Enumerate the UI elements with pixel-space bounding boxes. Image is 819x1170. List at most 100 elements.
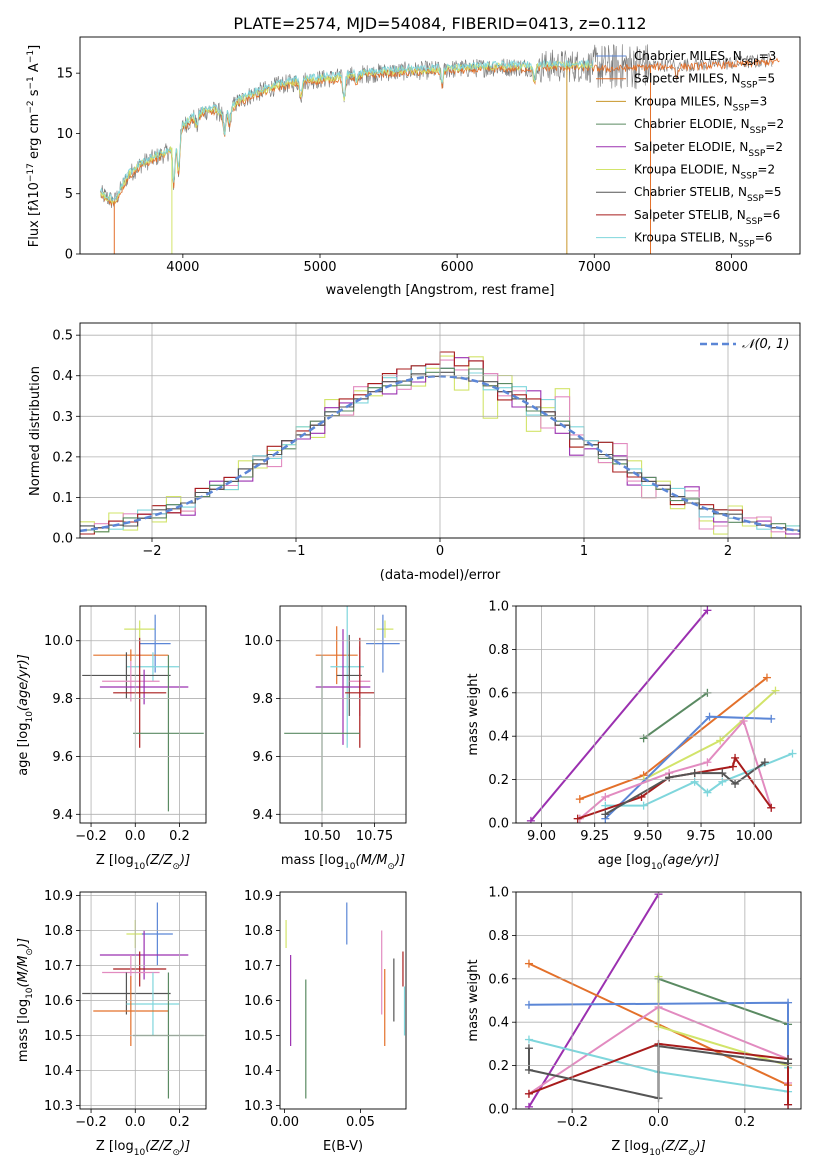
- plot-area: [100, 44, 780, 254]
- x-tick-label: 10.50: [303, 829, 340, 844]
- y-tick-label: 10.3: [44, 1099, 73, 1114]
- y-axis-label: Flux [fλ10−17 erg cm−2 s−1 A−1]: [26, 45, 42, 247]
- plot-area: [284, 606, 400, 812]
- y-tick-label: 1.0: [488, 886, 509, 901]
- x-tick-label: 0: [436, 544, 444, 559]
- x-tick-label: −0.2: [556, 1115, 588, 1130]
- y-tick-label: 15: [56, 67, 73, 82]
- axes-frame: [279, 891, 407, 1110]
- x-tick-label: 0.0: [648, 1115, 669, 1130]
- y-axis-label: Normed distribution: [28, 366, 43, 496]
- x-tick-label: −0.2: [75, 829, 107, 844]
- y-tick-label: 1.0: [488, 600, 509, 615]
- weight-line-pink: [579, 719, 773, 820]
- y-tick-label: 0.2: [52, 450, 73, 465]
- x-tick-label: 9.00: [527, 829, 556, 844]
- weight-line-chabrier_elodie: [643, 691, 708, 740]
- y-tick-label: 10.7: [44, 959, 73, 974]
- axes-frame: [515, 605, 802, 824]
- y-tick-label: 0.6: [488, 686, 509, 701]
- legend-label-salpeter_stelib: Salpeter STELIB, NSSP=6: [634, 208, 780, 227]
- y-tick-label: 0.0: [488, 1103, 509, 1118]
- plot-area: [82, 902, 204, 1099]
- x-tick-label: −2: [142, 544, 161, 559]
- y-tick-label: 0: [65, 248, 73, 263]
- x-tick-label: 9.50: [633, 829, 662, 844]
- axes-frame: [515, 891, 802, 1110]
- y-tick-label: 0.0: [52, 532, 73, 547]
- x-tick-label: 1: [580, 544, 588, 559]
- x-tick-label: 0.2: [735, 1115, 756, 1130]
- spectrum-legend: Chabrier MILES, NSSP=3 Salpeter MILES, NS…: [596, 49, 784, 250]
- x-axis-label: mass [log10(M/M⊙)]: [281, 853, 405, 872]
- x-tick-label: 0.05: [346, 1115, 375, 1130]
- y-tick-label: 0.1: [52, 491, 73, 506]
- weight_vs_age-panel: 9.00 9.25 9.50 9.75 10.00 0.0 0.2 0.4 0.6 0.8 1.0 m…: [466, 600, 802, 872]
- y-axis-label: mass weight: [466, 959, 481, 1041]
- y-tick-label: 10.0: [244, 634, 273, 649]
- x-tick-label: 10.75: [356, 829, 393, 844]
- y-tick-label: 0.4: [52, 369, 73, 384]
- y-tick-label: 9.8: [252, 692, 273, 707]
- y-tick-label: 9.4: [252, 808, 273, 823]
- legend-label-kroupa_elodie: Kroupa ELODIE, NSSP=2: [634, 163, 775, 182]
- y-tick-label: 10.7: [244, 959, 273, 974]
- figure-title: PLATE=2574, MJD=54084, FIBERID=0413, z=0…: [233, 14, 646, 33]
- x-tick-label: 0.2: [169, 1115, 190, 1130]
- x-tick-label: 2: [724, 544, 732, 559]
- x-tick-label: 0.0: [125, 829, 146, 844]
- legend-label-kroupa_stelib: Kroupa STELIB, NSSP=6: [634, 231, 772, 250]
- y-tick-label: 5: [65, 187, 73, 202]
- x-tick-label: 6000: [441, 260, 474, 275]
- x-tick-label: −0.2: [75, 1115, 107, 1130]
- y-tick-label: 0.2: [488, 773, 509, 788]
- x-tick-label: 9.25: [580, 829, 609, 844]
- legend-label-chabrier_miles: Chabrier MILES, NSSP=3: [634, 49, 776, 68]
- y-tick-label: 10.9: [44, 889, 73, 904]
- weight-line-salpeter_stelib: [528, 1042, 789, 1105]
- age_vs_mass-panel: 10.50 10.75 9.4 9.6 9.8 10.0 mass [log10(M/M⊙)…: [244, 605, 407, 872]
- y-tick-label: 0.4: [488, 730, 509, 745]
- y-tick-label: 10.9: [244, 889, 273, 904]
- y-tick-label: 10.6: [244, 994, 273, 1009]
- weight-line-chabrier_elodie: [658, 977, 789, 1026]
- axes-frame: [79, 322, 801, 539]
- mass_vs_Z-panel: −0.2 0.0 0.2 10.3 10.4 10.5 10.6 10.7 10.8 10.9 Z …: [16, 889, 207, 1158]
- model-line-kroupa_stelib: [100, 58, 594, 201]
- y-axis-label: mass [log10(M/M⊙)]: [16, 938, 35, 1062]
- x-tick-label: 0.2: [169, 829, 190, 844]
- y-tick-label: 10.6: [44, 994, 73, 1009]
- y-tick-label: 9.4: [52, 808, 73, 823]
- x-tick-label: 0.0: [125, 1115, 146, 1130]
- y-tick-label: 10.5: [244, 1029, 273, 1044]
- legend-label-chabrier_elodie: Chabrier ELODIE, NSSP=2: [634, 117, 784, 136]
- x-tick-label: 9.75: [687, 829, 716, 844]
- weight_vs_Z-panel: −0.2 0.0 0.2 0.0 0.2 0.4 0.6 0.8 1.0 mass weight Z…: [466, 886, 802, 1158]
- x-tick-label: 10.00: [736, 829, 773, 844]
- x-axis-label: wavelength [Angstrom, rest frame]: [326, 283, 555, 298]
- spectrum-panel: 4000 5000 6000 7000 8000 0 5 10 15 wavelength [An…: [26, 36, 801, 298]
- legend-label-chabrier_stelib: Chabrier STELIB, NSSP=5: [634, 185, 782, 204]
- y-tick-label: 9.6: [252, 750, 273, 765]
- y-tick-label: 0.4: [488, 1016, 509, 1031]
- y-tick-label: 10.4: [244, 1064, 273, 1079]
- y-axis-label: age [log10(age/yr)]: [16, 654, 35, 776]
- y-tick-label: 10.4: [44, 1064, 73, 1079]
- x-tick-label: −1: [286, 544, 305, 559]
- y-tick-label: 0.0: [488, 817, 509, 832]
- weight-line-chabrier_stelib: [604, 761, 766, 816]
- plot-area: [285, 902, 406, 1099]
- y-tick-label: 0.6: [488, 972, 509, 987]
- y-tick-label: 0.2: [488, 1059, 509, 1074]
- weight-line-salpeter_elodie: [528, 893, 660, 1108]
- y-tick-label: 0.3: [52, 410, 73, 425]
- x-axis-label: Z [log10(Z/Z⊙)]: [96, 1139, 190, 1158]
- x-axis-label: age [log10(age/yr)]: [598, 853, 720, 872]
- x-tick-label: 8000: [715, 260, 748, 275]
- mass_vs_ebv-panel: 0.00 0.05 10.3 10.4 10.5 10.6 10.7 10.8 10.9 E(B-…: [244, 889, 407, 1154]
- x-tick-label: 7000: [578, 260, 611, 275]
- y-tick-label: 0.8: [488, 643, 509, 658]
- y-tick-label: 10.8: [244, 924, 273, 939]
- axes-frame: [79, 605, 207, 824]
